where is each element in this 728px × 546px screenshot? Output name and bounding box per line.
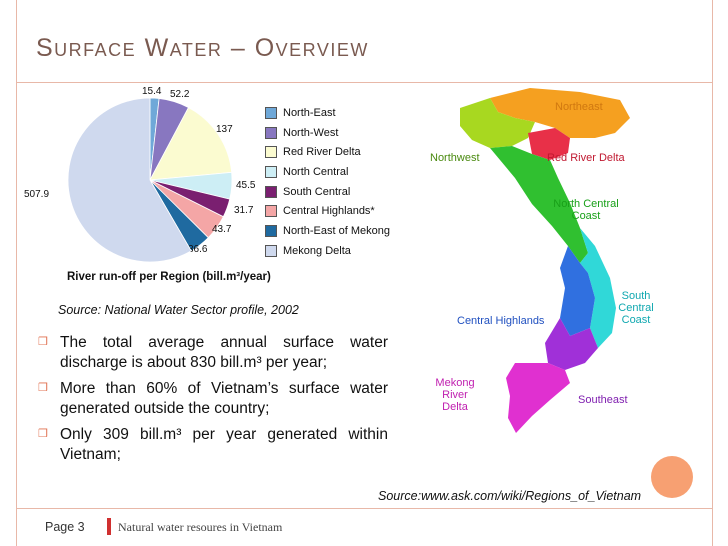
map-label-south-central-coast: South Central Coast [618,290,654,326]
map-region-northwest [460,98,535,148]
legend-label: North-East of Mekong [283,224,390,237]
legend-swatch [265,106,277,119]
pie-data-label: 52.2 [170,89,190,100]
pie-data-label: 507.9 [24,189,49,200]
bullet-item: ❒ More than 60% of Vietnam’s surface wat… [36,379,388,419]
decorative-circle [651,456,693,498]
map-label-southeast: Southeast [578,394,628,406]
pie-data-label: 137 [216,124,233,135]
legend-label: North-East [283,106,336,119]
pie-data-label: 45.5 [236,180,256,191]
bullet-item: ❒ Only 309 bill.m³ per year generated wi… [36,425,388,465]
legend-swatch [265,146,277,159]
map-region-north-central-coast [490,146,588,263]
footer-accent-bar [107,518,111,535]
bullet-marker-icon: ❒ [38,428,48,440]
bullet-text: The total average annual surface water d… [60,334,388,371]
map-label-central-highlands: Central Highlands [457,315,545,327]
footer-title: Natural water resoures in Vietnam [118,520,283,534]
bullet-text: Only 309 bill.m³ per year generated with… [60,426,388,463]
legend-swatch [265,165,277,178]
legend-entry: Central Highlands* [265,201,390,221]
map-region-mekong-delta [506,363,570,433]
pie-slice-red-river-delta [149,107,233,181]
pie-data-label: 43.7 [212,224,232,235]
map-region-red-river-delta [528,128,570,160]
legend-swatch [265,205,277,218]
legend-swatch [265,185,277,198]
map-label-northeast: Northeast [555,101,603,113]
bullet-marker-icon: ❒ [38,382,48,394]
map-label-northwest: Northwest [430,152,480,164]
bullet-item: ❒ The total average annual surface water… [36,333,388,373]
legend-swatch [265,126,277,139]
chart-legend: North-East North-West Red River Delta North… [265,103,390,261]
map-region-southeast [545,318,598,370]
pie-data-label: 15.4 [142,86,162,97]
legend-entry: Mekong Delta [265,241,390,261]
chart-source: Source: National Water Sector profile, 2… [58,303,299,317]
slide-title: Surface Water – Overview [36,34,369,62]
map-region-central-highlands [560,246,595,336]
page-number: Page 3 [45,520,85,534]
pie-chart: 15.4 52.2 137 45.5 31.743.7 36.6 507.9 [24,86,256,263]
legend-label: South Central [283,185,351,198]
legend-entry: North Central [265,162,390,182]
map-label-north-central-coast: North Central Coast [553,198,619,222]
map-label-mekong-river-delta: Mekong River Delta [435,377,475,413]
legend-entry: North-West [265,123,390,143]
legend-label: North-West [283,126,339,139]
legend-swatch [265,244,277,257]
legend-swatch [265,224,277,237]
chart-title: River run-off per Region (bill.m³/year) [67,271,271,283]
legend-entry: North-East [265,103,390,123]
pie-data-label: 36.6 [188,244,208,255]
legend-entry: Red River Delta [265,142,390,162]
map-label-red-river-delta: Red River Delta [547,152,625,164]
legend-entry: South Central [265,182,390,202]
bullet-text: More than 60% of Vietnam’s surface water… [60,380,388,417]
legend-label: North Central [283,165,349,178]
title-rule [16,82,712,83]
footer-rule [16,508,712,509]
map-region-northeast [490,88,630,138]
legend-label: Central Highlands* [283,205,375,218]
vietnam-regions-map [460,88,630,433]
legend-label: Mekong Delta [283,244,351,257]
pie-slice-mekong-delta [67,97,192,263]
legend-label: Red River Delta [283,146,361,159]
slide-frame-right [712,0,713,546]
slide-frame-left [16,0,17,546]
map-region-south-central-coast [580,228,616,348]
legend-entry: North-East of Mekong [265,221,390,241]
bullet-marker-icon: ❒ [38,336,48,348]
bullet-list: ❒ The total average annual surface water… [36,333,388,471]
pie-data-label: 31.7 [234,205,254,216]
map-source: Source:www.ask.com/wiki/Regions_of_Vietn… [378,489,642,503]
